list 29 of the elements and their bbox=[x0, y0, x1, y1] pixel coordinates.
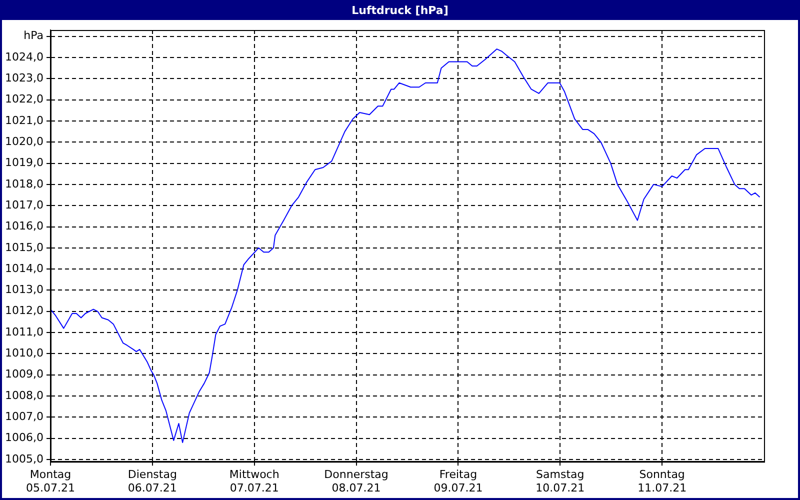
y-tick-label: 1009,0 bbox=[4, 368, 44, 381]
y-tick-label: 1006,0 bbox=[4, 431, 44, 444]
y-tick-label: 1024,0 bbox=[4, 50, 44, 64]
y-tick-label: 1019,0 bbox=[4, 156, 44, 170]
y-tick-label: 1017,0 bbox=[4, 198, 44, 212]
y-tick-label: 1008,0 bbox=[4, 388, 44, 402]
x-tick-label: Montag 05.07.21 bbox=[26, 468, 75, 494]
y-tick-label: 1021,0 bbox=[4, 114, 44, 127]
x-tick-label: Mittwoch 07.07.21 bbox=[229, 468, 280, 494]
x-tick-label: Donnerstag 08.07.21 bbox=[324, 468, 388, 494]
y-tick-label: 1023,0 bbox=[4, 72, 44, 85]
y-tick-label: 1012,0 bbox=[4, 304, 44, 318]
y-tick-label: 1022,0 bbox=[4, 92, 44, 106]
chart-title: Luftdruck [hPa] bbox=[2, 2, 798, 20]
y-tick-label: 1020,0 bbox=[4, 134, 44, 148]
x-tick-label: Samstag 10.07.21 bbox=[536, 468, 585, 494]
y-tick-label: hPa bbox=[24, 29, 44, 42]
y-tick-label: 1015,0 bbox=[4, 240, 44, 254]
y-tick-label: 1007,0 bbox=[4, 410, 44, 424]
y-tick-label: 1018,0 bbox=[4, 177, 44, 190]
y-tick-label: 1011,0 bbox=[4, 325, 44, 338]
y-tick-label: 1016,0 bbox=[4, 220, 44, 233]
x-tick-label: Freitag 09.07.21 bbox=[434, 468, 483, 494]
y-tick-label: 1013,0 bbox=[4, 283, 44, 296]
y-tick-label: 1014,0 bbox=[4, 262, 44, 275]
y-tick-label: 1005,0 bbox=[4, 452, 44, 466]
y-tick-label: 1010,0 bbox=[4, 346, 44, 360]
x-tick-label: Sonntag 11.07.21 bbox=[638, 468, 687, 494]
x-tick-label: Dienstag 06.07.21 bbox=[128, 468, 177, 494]
